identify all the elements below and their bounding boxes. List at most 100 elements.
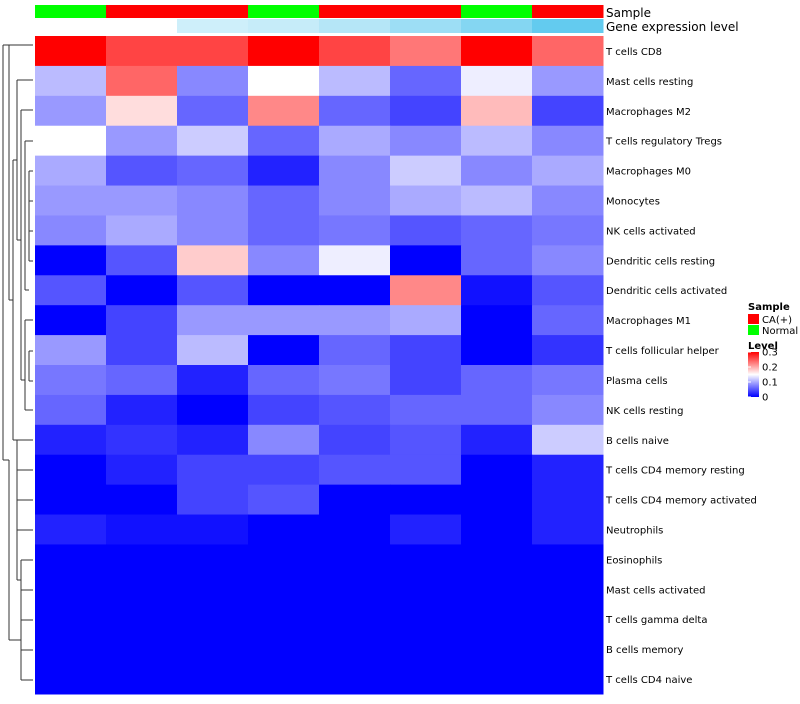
row-label: Macrophages M1 xyxy=(606,316,691,327)
heatmap-cell xyxy=(319,454,391,486)
heatmap-cell xyxy=(532,65,604,97)
heatmap-cell xyxy=(461,484,533,516)
sample-legend-label-ca: CA(+) xyxy=(762,315,792,326)
heatmap-cell xyxy=(35,514,107,545)
heatmap-cell xyxy=(35,574,107,605)
heatmap-cell xyxy=(532,305,604,336)
heatmap-cell xyxy=(106,275,178,306)
heatmap-cell xyxy=(35,95,107,127)
heatmap-cell xyxy=(35,215,107,246)
heatmap-cell xyxy=(319,514,391,545)
row-label: Neutrophils xyxy=(606,526,663,537)
heatmap-cell xyxy=(177,125,249,157)
heatmap-cell xyxy=(319,544,391,575)
heatmap-cell xyxy=(35,604,107,635)
heatmap-cell xyxy=(532,664,604,695)
heatmap-cell xyxy=(35,424,107,456)
heatmap-cell xyxy=(461,664,533,695)
expression-annotation-cell xyxy=(390,19,462,33)
level-legend-colorbar xyxy=(748,352,759,397)
sample-annotation-cell xyxy=(35,5,107,18)
row-label: NK cells resting xyxy=(606,406,683,417)
expression-annotation-cell xyxy=(461,19,533,33)
heatmap-cell xyxy=(106,155,178,187)
heatmap-cell xyxy=(319,215,391,246)
sample-legend-label-normal: Normal xyxy=(762,326,798,337)
heatmap-cell xyxy=(35,634,107,665)
heatmap-cell xyxy=(177,424,249,456)
sample-annotation-bar xyxy=(35,5,604,18)
heatmap-cell xyxy=(390,65,462,97)
heatmap-cell xyxy=(461,185,533,216)
heatmap-cell xyxy=(532,335,604,366)
heatmap-cell xyxy=(248,275,320,306)
sample-annotation-cell xyxy=(461,5,533,18)
level-legend-tick-label: 0 xyxy=(762,393,768,404)
heatmap-cell xyxy=(106,185,178,216)
heatmap-cells xyxy=(35,36,604,695)
heatmap-cell xyxy=(532,484,604,516)
heatmap-cell xyxy=(106,245,178,276)
heatmap-cell xyxy=(106,544,178,575)
heatmap-cell xyxy=(177,245,249,276)
heatmap-cell xyxy=(106,365,178,396)
row-label: T cells CD4 naive xyxy=(605,675,692,686)
sample-annotation-cell xyxy=(532,5,604,18)
heatmap-cell xyxy=(532,125,604,157)
heatmap-cell xyxy=(106,424,178,456)
row-label: T cells CD4 memory resting xyxy=(605,466,745,477)
expression-annotation-cell xyxy=(35,19,107,33)
level-legend-title: Level xyxy=(748,341,778,352)
heatmap-cell xyxy=(390,125,462,157)
heatmap-cell xyxy=(35,65,107,97)
heatmap-cell xyxy=(532,275,604,306)
level-legend-tick-label: 0.1 xyxy=(762,378,778,389)
heatmap-cell xyxy=(35,394,107,426)
heatmap-cell xyxy=(390,365,462,396)
heatmap-cell xyxy=(461,394,533,426)
heatmap-cell xyxy=(35,454,107,486)
heatmap-cell xyxy=(248,125,320,157)
heatmap-cell xyxy=(390,424,462,456)
heatmap-cell xyxy=(461,365,533,396)
heatmap-cell xyxy=(177,215,249,246)
heatmap-cell xyxy=(461,245,533,276)
heatmap-cell xyxy=(390,185,462,216)
heatmap-cell xyxy=(390,634,462,665)
heatmap-cell xyxy=(35,125,107,157)
heatmap-cell xyxy=(461,305,533,336)
heatmap-cell xyxy=(177,95,249,127)
heatmap-cell xyxy=(461,125,533,157)
row-label: Plasma cells xyxy=(606,376,668,387)
heatmap-cell xyxy=(390,484,462,516)
sample-annotation-cell xyxy=(319,5,391,18)
heatmap-cell xyxy=(319,275,391,306)
heatmap-cell xyxy=(106,634,178,665)
heatmap-cell xyxy=(106,484,178,516)
heatmap-cell xyxy=(248,155,320,187)
heatmap-cell xyxy=(461,514,533,545)
heatmap-cell xyxy=(35,36,107,67)
heatmap-cell xyxy=(532,155,604,187)
heatmap-cell xyxy=(532,394,604,426)
heatmap-cell xyxy=(35,185,107,216)
heatmap-cell xyxy=(106,454,178,486)
row-label: T cells CD4 memory activated xyxy=(605,496,757,507)
heatmap-cell xyxy=(319,634,391,665)
heatmap-cell xyxy=(248,65,320,97)
heatmap-cell xyxy=(248,514,320,545)
heatmap-cell xyxy=(319,484,391,516)
row-label: Dendritic cells activated xyxy=(606,286,727,297)
heatmap-cell xyxy=(35,365,107,396)
heatmap-cell xyxy=(106,305,178,336)
heatmap-cell xyxy=(390,664,462,695)
row-label: Mast cells resting xyxy=(606,77,693,88)
heatmap-cell xyxy=(177,155,249,187)
heatmap-cell xyxy=(390,454,462,486)
heatmap-cell xyxy=(248,305,320,336)
row-label: B cells memory xyxy=(606,645,683,656)
heatmap-cell xyxy=(248,454,320,486)
expression-annotation-label: Gene expression level xyxy=(606,20,739,34)
